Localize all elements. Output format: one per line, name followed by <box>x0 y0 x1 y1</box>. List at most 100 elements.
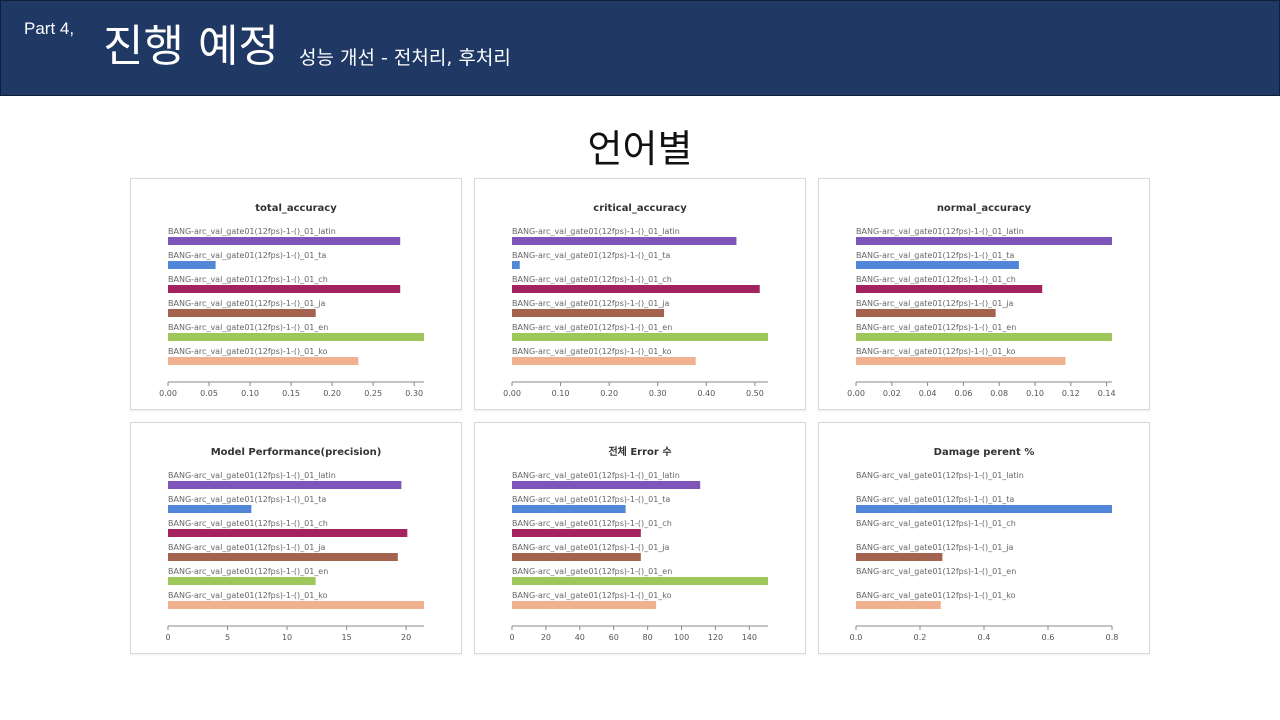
bar-ko <box>856 601 941 609</box>
category-label: BANG-arc_val_gate01(12fps)-1-()_01_ja <box>168 299 326 308</box>
bar-ch <box>512 529 641 537</box>
x-tick-label: 80 <box>643 633 653 642</box>
chart-title: normal_accuracy <box>937 203 1032 214</box>
bar-en <box>512 577 768 585</box>
bar-ta <box>512 261 520 269</box>
bar-en <box>168 333 424 341</box>
bar-ko <box>168 601 424 609</box>
x-tick-label: 0.20 <box>323 389 341 398</box>
x-tick-label: 0.06 <box>955 389 973 398</box>
category-label: BANG-arc_val_gate01(12fps)-1-()_01_ta <box>856 495 1014 504</box>
category-label: BANG-arc_val_gate01(12fps)-1-()_01_en <box>512 323 672 332</box>
x-tick-label: 5 <box>225 633 230 642</box>
category-label: BANG-arc_val_gate01(12fps)-1-()_01_ko <box>168 591 328 600</box>
chart-title: Damage perent % <box>934 447 1035 458</box>
category-label: BANG-arc_val_gate01(12fps)-1-()_01_latin <box>856 227 1024 236</box>
category-label: BANG-arc_val_gate01(12fps)-1-()_01_latin <box>856 471 1024 480</box>
category-label: BANG-arc_val_gate01(12fps)-1-()_01_ch <box>512 275 672 284</box>
x-tick-label: 0.00 <box>847 389 865 398</box>
x-tick-label: 0.04 <box>919 389 937 398</box>
bar-ko <box>168 357 359 365</box>
x-tick-label: 0.10 <box>1026 389 1044 398</box>
bar-ja <box>168 309 316 317</box>
category-label: BANG-arc_val_gate01(12fps)-1-()_01_ta <box>512 495 670 504</box>
chart-panel-critical-accuracy: critical_accuracy BANG-arc_val_gate01(12f… <box>474 178 806 410</box>
category-label: BANG-arc_val_gate01(12fps)-1-()_01_ja <box>168 543 326 552</box>
category-label: BANG-arc_val_gate01(12fps)-1-()_01_ko <box>856 591 1016 600</box>
category-label: BANG-arc_val_gate01(12fps)-1-()_01_ta <box>512 251 670 260</box>
bar-ko <box>512 357 696 365</box>
chart-title: Model Performance(precision) <box>211 447 382 458</box>
bar-ja <box>856 553 943 561</box>
chart-panel-normal-accuracy: normal_accuracy BANG-arc_val_gate01(12fps… <box>818 178 1150 410</box>
chart-svg: 전체 Error 수 BANG-arc_val_gate01(12fps)-1-(… <box>509 445 768 642</box>
category-label: BANG-arc_val_gate01(12fps)-1-()_01_en <box>856 323 1016 332</box>
chart-panel-model-performance: Model Performance(precision) BANG-arc_val… <box>130 422 462 654</box>
bar-latin <box>856 237 1112 245</box>
bar-ja <box>512 309 665 317</box>
bar-latin <box>168 237 401 245</box>
bar-ja <box>512 553 641 561</box>
x-tick-label: 0.40 <box>697 389 715 398</box>
chart-panel-damage-percent: Damage perent % BANG-arc_val_gate01(12fps… <box>818 422 1150 654</box>
bar-ja <box>168 553 398 561</box>
x-tick-label: 0.20 <box>600 389 618 398</box>
x-tick-label: 0.0 <box>850 633 863 642</box>
bar-ko <box>512 601 657 609</box>
chart-panel-error-count: 전체 Error 수 BANG-arc_val_gate01(12fps)-1-(… <box>474 422 806 654</box>
x-tick-label: 60 <box>609 633 619 642</box>
chart-title: critical_accuracy <box>593 203 687 214</box>
x-tick-label: 0.14 <box>1098 389 1116 398</box>
x-tick-label: 0.30 <box>405 389 423 398</box>
category-label: BANG-arc_val_gate01(12fps)-1-()_01_ch <box>856 519 1016 528</box>
x-tick-label: 0.10 <box>552 389 570 398</box>
chart-svg: Model Performance(precision) BANG-arc_val… <box>165 447 424 642</box>
chart-svg: Damage perent % BANG-arc_val_gate01(12fps… <box>850 447 1119 642</box>
category-label: BANG-arc_val_gate01(12fps)-1-()_01_ko <box>512 347 672 356</box>
category-label: BANG-arc_val_gate01(12fps)-1-()_01_latin <box>168 471 336 480</box>
x-tick-label: 0.50 <box>746 389 764 398</box>
x-tick-label: 0.15 <box>282 389 300 398</box>
x-tick-label: 20 <box>401 633 411 642</box>
x-tick-label: 0.30 <box>649 389 667 398</box>
category-label: BANG-arc_val_gate01(12fps)-1-()_01_ch <box>856 275 1016 284</box>
category-label: BANG-arc_val_gate01(12fps)-1-()_01_en <box>168 567 328 576</box>
bar-ch <box>856 285 1043 293</box>
bar-ja <box>856 309 996 317</box>
bar-latin <box>168 481 402 489</box>
slide-title: 진행 예정 <box>103 21 279 72</box>
category-label: BANG-arc_val_gate01(12fps)-1-()_01_ch <box>168 275 328 284</box>
bar-ch <box>512 285 760 293</box>
x-tick-label: 0 <box>509 633 514 642</box>
chart-title: 전체 Error 수 <box>608 445 671 458</box>
x-tick-label: 100 <box>674 633 689 642</box>
x-tick-label: 0.4 <box>978 633 991 642</box>
bar-ta <box>168 505 252 513</box>
slide-header: Part 4, 진행 예정 성능 개선 - 전처리, 후처리 <box>0 0 1280 96</box>
x-tick-label: 0.25 <box>364 389 382 398</box>
bar-en <box>168 577 316 585</box>
slide-subtitle: 성능 개선 - 전처리, 후처리 <box>299 47 511 69</box>
category-label: BANG-arc_val_gate01(12fps)-1-()_01_ch <box>512 519 672 528</box>
category-label: BANG-arc_val_gate01(12fps)-1-()_01_en <box>512 567 672 576</box>
category-label: BANG-arc_val_gate01(12fps)-1-()_01_en <box>168 323 328 332</box>
category-label: BANG-arc_val_gate01(12fps)-1-()_01_en <box>856 567 1016 576</box>
x-tick-label: 40 <box>575 633 585 642</box>
category-label: BANG-arc_val_gate01(12fps)-1-()_01_ta <box>168 251 326 260</box>
category-label: BANG-arc_val_gate01(12fps)-1-()_01_ja <box>856 543 1014 552</box>
section-title: 언어별 <box>587 127 693 171</box>
chart-svg: critical_accuracy BANG-arc_val_gate01(12f… <box>503 203 768 398</box>
category-label: BANG-arc_val_gate01(12fps)-1-()_01_latin <box>512 471 680 480</box>
chart-svg: total_accuracy BANG-arc_val_gate01(12fps)… <box>159 203 424 398</box>
x-tick-label: 0.6 <box>1042 633 1055 642</box>
bar-ko <box>856 357 1066 365</box>
x-tick-label: 0.12 <box>1062 389 1080 398</box>
x-tick-label: 0 <box>165 633 170 642</box>
x-tick-label: 0.10 <box>241 389 259 398</box>
category-label: BANG-arc_val_gate01(12fps)-1-()_01_ch <box>168 519 328 528</box>
x-tick-label: 0.00 <box>503 389 521 398</box>
x-tick-label: 0.00 <box>159 389 177 398</box>
bar-latin <box>512 237 737 245</box>
chart-panel-total-accuracy: total_accuracy BANG-arc_val_gate01(12fps)… <box>130 178 462 410</box>
category-label: BANG-arc_val_gate01(12fps)-1-()_01_ja <box>856 299 1014 308</box>
